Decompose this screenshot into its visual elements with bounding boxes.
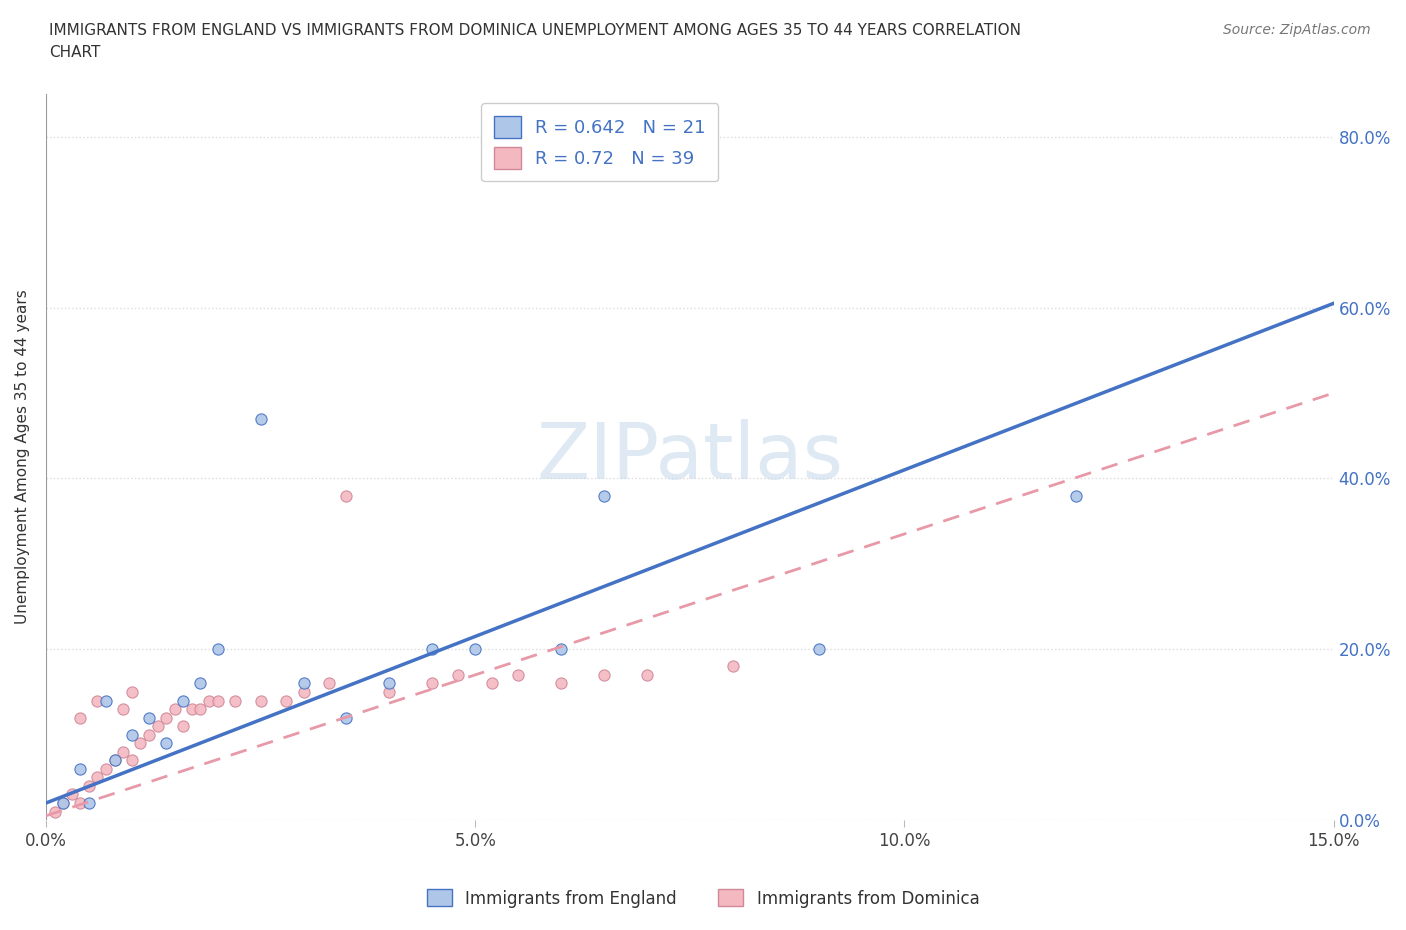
- Point: [190, 676, 212, 691]
- Point: [807, 642, 830, 657]
- Point: [276, 693, 298, 708]
- Point: [77, 795, 100, 810]
- Point: [180, 701, 202, 716]
- Point: [86, 770, 108, 785]
- Point: [207, 693, 229, 708]
- Point: [249, 693, 271, 708]
- Point: [138, 711, 160, 725]
- Legend: R = 0.642   N = 21, R = 0.72   N = 39: R = 0.642 N = 21, R = 0.72 N = 39: [481, 103, 718, 181]
- Point: [69, 795, 91, 810]
- Point: [104, 753, 127, 768]
- Point: [190, 701, 212, 716]
- Point: [121, 727, 143, 742]
- Point: [86, 693, 108, 708]
- Point: [52, 795, 75, 810]
- Point: [420, 676, 443, 691]
- Point: [52, 795, 75, 810]
- Point: [69, 762, 91, 777]
- Point: [112, 744, 135, 759]
- Point: [198, 693, 221, 708]
- Text: Source: ZipAtlas.com: Source: ZipAtlas.com: [1223, 23, 1371, 37]
- Point: [1064, 488, 1087, 503]
- Point: [636, 668, 658, 683]
- Point: [420, 642, 443, 657]
- Point: [155, 711, 177, 725]
- Point: [335, 488, 357, 503]
- Point: [249, 411, 271, 426]
- Point: [77, 778, 100, 793]
- Point: [224, 693, 246, 708]
- Point: [593, 668, 616, 683]
- Point: [112, 701, 135, 716]
- Point: [508, 668, 530, 683]
- Point: [172, 719, 194, 734]
- Point: [94, 762, 117, 777]
- Point: [447, 668, 470, 683]
- Point: [464, 642, 486, 657]
- Point: [129, 736, 152, 751]
- Point: [163, 701, 186, 716]
- Point: [318, 676, 340, 691]
- Point: [172, 693, 194, 708]
- Point: [146, 719, 169, 734]
- Point: [207, 642, 229, 657]
- Point: [104, 753, 127, 768]
- Point: [121, 684, 143, 699]
- Point: [378, 676, 401, 691]
- Legend: Immigrants from England, Immigrants from Dominica: Immigrants from England, Immigrants from…: [420, 883, 986, 914]
- Text: ZIPatlas: ZIPatlas: [536, 419, 844, 495]
- Point: [481, 676, 503, 691]
- Text: IMMIGRANTS FROM ENGLAND VS IMMIGRANTS FROM DOMINICA UNEMPLOYMENT AMONG AGES 35 T: IMMIGRANTS FROM ENGLAND VS IMMIGRANTS FR…: [49, 23, 1021, 38]
- Point: [155, 736, 177, 751]
- Point: [378, 684, 401, 699]
- Text: CHART: CHART: [49, 45, 101, 60]
- Point: [94, 693, 117, 708]
- Point: [60, 787, 83, 802]
- Point: [138, 727, 160, 742]
- Point: [121, 753, 143, 768]
- Point: [292, 676, 315, 691]
- Point: [69, 711, 91, 725]
- Point: [550, 676, 572, 691]
- Point: [292, 684, 315, 699]
- Point: [335, 711, 357, 725]
- Point: [44, 804, 66, 819]
- Point: [593, 488, 616, 503]
- Point: [550, 642, 572, 657]
- Y-axis label: Unemployment Among Ages 35 to 44 years: Unemployment Among Ages 35 to 44 years: [15, 290, 30, 624]
- Point: [721, 658, 744, 673]
